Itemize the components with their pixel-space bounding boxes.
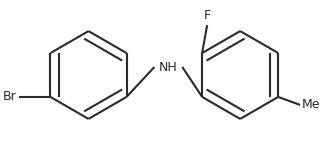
Text: F: F [204,9,211,22]
Text: NH: NH [159,61,178,74]
Text: Me: Me [302,98,321,111]
Text: Br: Br [3,90,16,103]
